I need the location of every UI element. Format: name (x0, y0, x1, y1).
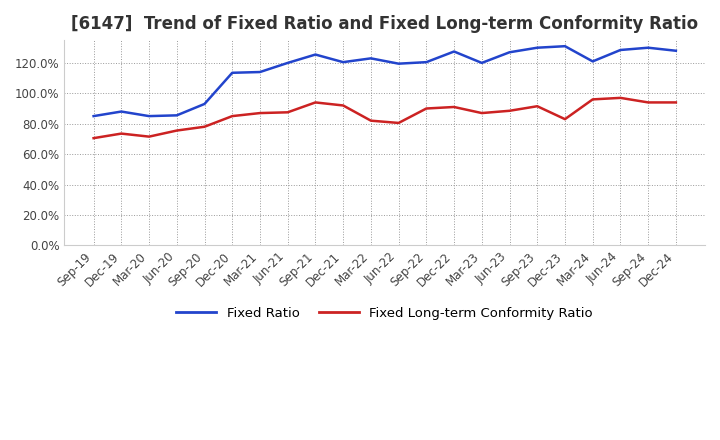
Fixed Long-term Conformity Ratio (89, 136, 98, 141)
Fixed Ratio (450, 49, 459, 54)
Fixed Long-term Conformity Ratio (450, 104, 459, 110)
Fixed Ratio (256, 70, 264, 75)
Legend: Fixed Ratio, Fixed Long-term Conformity Ratio: Fixed Ratio, Fixed Long-term Conformity … (171, 301, 598, 325)
Fixed Ratio (588, 59, 597, 64)
Fixed Long-term Conformity Ratio (533, 103, 541, 109)
Fixed Long-term Conformity Ratio (561, 117, 570, 122)
Fixed Ratio (145, 114, 153, 119)
Fixed Long-term Conformity Ratio (200, 124, 209, 129)
Fixed Long-term Conformity Ratio (311, 100, 320, 105)
Fixed Long-term Conformity Ratio (395, 120, 403, 125)
Fixed Ratio (477, 60, 486, 66)
Line: Fixed Ratio: Fixed Ratio (94, 46, 676, 116)
Title: [6147]  Trend of Fixed Ratio and Fixed Long-term Conformity Ratio: [6147] Trend of Fixed Ratio and Fixed Lo… (71, 15, 698, 33)
Fixed Ratio (200, 101, 209, 106)
Fixed Ratio (173, 113, 181, 118)
Fixed Long-term Conformity Ratio (339, 103, 348, 108)
Fixed Ratio (672, 48, 680, 53)
Fixed Long-term Conformity Ratio (173, 128, 181, 133)
Fixed Long-term Conformity Ratio (366, 118, 375, 123)
Fixed Ratio (505, 50, 514, 55)
Fixed Long-term Conformity Ratio (422, 106, 431, 111)
Fixed Long-term Conformity Ratio (505, 108, 514, 114)
Fixed Long-term Conformity Ratio (228, 114, 237, 119)
Fixed Long-term Conformity Ratio (256, 110, 264, 116)
Fixed Long-term Conformity Ratio (644, 100, 652, 105)
Fixed Ratio (616, 48, 625, 53)
Fixed Ratio (395, 61, 403, 66)
Fixed Long-term Conformity Ratio (616, 95, 625, 100)
Fixed Ratio (89, 114, 98, 119)
Fixed Ratio (117, 109, 126, 114)
Fixed Ratio (339, 59, 348, 65)
Fixed Long-term Conformity Ratio (672, 100, 680, 105)
Fixed Long-term Conformity Ratio (284, 110, 292, 115)
Fixed Ratio (228, 70, 237, 75)
Line: Fixed Long-term Conformity Ratio: Fixed Long-term Conformity Ratio (94, 98, 676, 138)
Fixed Ratio (284, 60, 292, 66)
Fixed Long-term Conformity Ratio (145, 134, 153, 139)
Fixed Long-term Conformity Ratio (477, 110, 486, 116)
Fixed Long-term Conformity Ratio (588, 97, 597, 102)
Fixed Ratio (533, 45, 541, 50)
Fixed Ratio (644, 45, 652, 50)
Fixed Long-term Conformity Ratio (117, 131, 126, 136)
Fixed Ratio (561, 44, 570, 49)
Fixed Ratio (422, 59, 431, 65)
Fixed Ratio (311, 52, 320, 57)
Fixed Ratio (366, 56, 375, 61)
